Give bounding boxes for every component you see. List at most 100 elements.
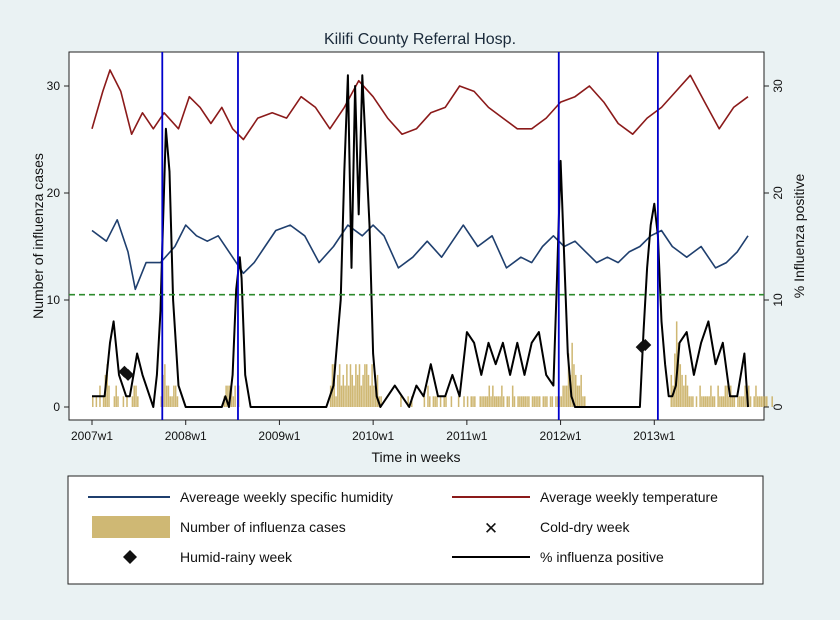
case-bar xyxy=(450,396,453,407)
y-right-tick-label: 10 xyxy=(771,293,785,307)
case-bar xyxy=(571,342,573,407)
case-bar xyxy=(439,396,442,407)
case-bar xyxy=(169,396,172,407)
case-bar xyxy=(176,396,179,407)
case-bar xyxy=(232,396,235,407)
case-bar xyxy=(486,396,489,407)
case-bar xyxy=(373,385,375,407)
case-bar xyxy=(533,396,536,407)
case-bar xyxy=(481,396,483,407)
case-bar xyxy=(742,396,745,407)
x-tick-label: 2012w1 xyxy=(540,429,582,443)
case-bar xyxy=(358,364,361,407)
case-bar xyxy=(704,396,707,407)
case-bar xyxy=(726,385,728,407)
y-axis-right-label: % Influenza positive xyxy=(791,174,807,299)
case-bar xyxy=(167,385,170,407)
case-bar xyxy=(338,364,341,407)
case-bar xyxy=(227,385,229,407)
case-bar xyxy=(356,374,359,407)
case-bar xyxy=(519,396,521,407)
case-bar xyxy=(692,396,694,407)
case-bar xyxy=(483,396,485,407)
case-bar xyxy=(351,374,354,407)
case-bar xyxy=(758,396,761,407)
case-bar xyxy=(164,364,166,407)
case-bar xyxy=(710,385,712,407)
case-bar xyxy=(675,321,678,407)
case-bar xyxy=(524,396,527,407)
case-bar xyxy=(535,396,537,407)
case-bar xyxy=(706,396,709,407)
case-bar xyxy=(131,396,134,407)
legend-cases-swatch xyxy=(92,516,170,538)
case-bar xyxy=(574,374,577,407)
case-bar xyxy=(337,374,339,407)
humid-rainy-points xyxy=(118,338,652,381)
case-bar xyxy=(443,396,445,407)
y-left-tick-label: 0 xyxy=(53,400,60,414)
case-bar xyxy=(522,396,525,407)
case-bar xyxy=(695,396,698,407)
case-bar xyxy=(479,396,482,407)
case-bar xyxy=(335,396,337,407)
case-bar xyxy=(711,396,714,407)
case-bar xyxy=(126,396,128,407)
case-bar xyxy=(367,374,370,407)
case-bar xyxy=(737,396,739,407)
case-bar xyxy=(740,396,743,407)
case-bar xyxy=(466,396,469,407)
case-bar xyxy=(470,396,472,407)
legend-cold-dry-marker: ✕ xyxy=(484,519,498,538)
case-bar xyxy=(106,364,108,407)
case-bar xyxy=(376,374,379,407)
case-bar xyxy=(762,396,764,407)
case-bar xyxy=(122,396,125,407)
case-bar xyxy=(165,385,168,407)
case-bar xyxy=(490,396,492,407)
case-bar xyxy=(346,364,348,407)
case-bar xyxy=(508,396,510,407)
case-bar xyxy=(511,385,514,407)
case-bar xyxy=(174,385,177,407)
case-bar xyxy=(517,396,519,407)
case-bar xyxy=(578,385,581,407)
case-bar xyxy=(171,396,173,407)
y-axis-left-label: Number of influenza cases xyxy=(30,153,46,319)
case-bar xyxy=(766,396,768,407)
case-bar xyxy=(677,342,680,407)
case-bar xyxy=(472,396,474,407)
y-left-tick-label: 20 xyxy=(47,186,61,200)
case-bar xyxy=(95,396,98,407)
case-bar xyxy=(492,385,494,407)
temperature-line xyxy=(91,69,749,141)
y-left-tick-label: 30 xyxy=(47,79,61,93)
case-bar xyxy=(674,353,676,407)
legend-humidity-label: Avereage weekly specific humidity xyxy=(180,489,393,505)
case-bar xyxy=(555,396,557,407)
legend-pct-positive-label: % influenza positive xyxy=(540,549,664,565)
legend-humid-rainy-marker xyxy=(123,550,137,564)
legend: Avereage weekly specific humidity Averag… xyxy=(67,475,764,585)
humid-rainy-point xyxy=(639,338,652,351)
legend-cold-dry-label: Cold-dry week xyxy=(540,519,630,535)
x-tick-label: 2007w1 xyxy=(71,429,113,443)
case-bar xyxy=(720,396,723,407)
case-bar xyxy=(757,396,759,407)
case-bar xyxy=(423,396,426,407)
humid-rainy-point xyxy=(122,368,135,381)
case-bar xyxy=(537,396,539,407)
case-bar xyxy=(565,385,568,407)
legend-temperature-label: Average weekly temperature xyxy=(540,489,718,505)
case-bar xyxy=(708,396,710,407)
case-bar xyxy=(670,374,673,407)
case-bar xyxy=(506,396,509,407)
case-bar xyxy=(567,353,570,407)
case-bar xyxy=(688,396,691,407)
case-bar xyxy=(484,396,487,407)
case-bar xyxy=(755,385,757,407)
case-bar xyxy=(344,385,346,407)
case-bar xyxy=(102,396,105,407)
